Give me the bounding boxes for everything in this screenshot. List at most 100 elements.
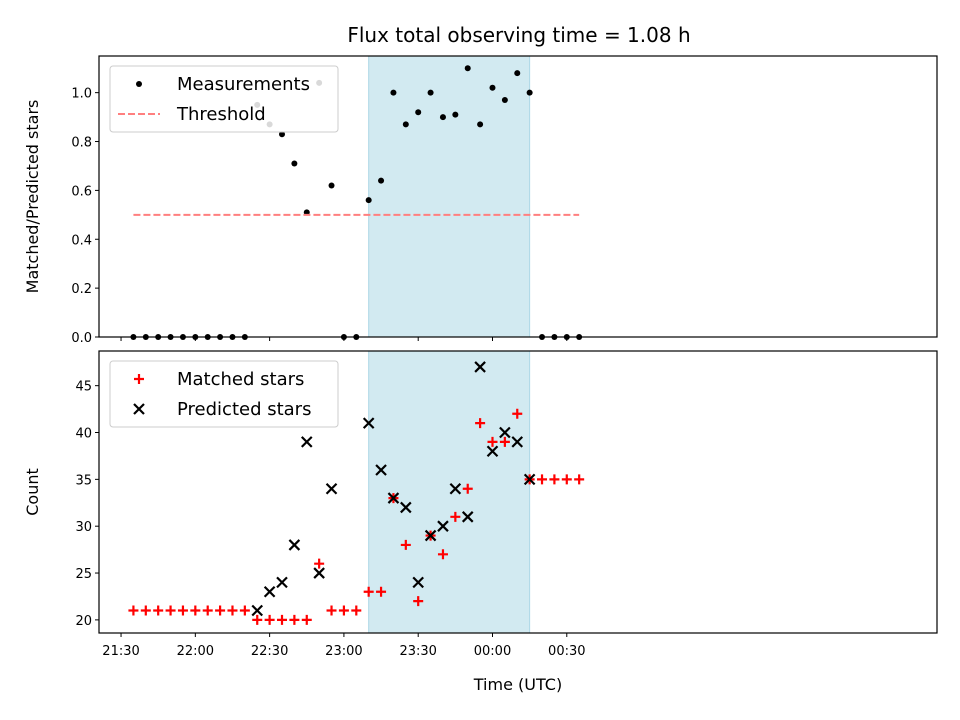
predicted-star-point [300,436,313,448]
matched-star-point [326,605,337,616]
y-tick-label: 20 [75,614,92,629]
legend-predicted-swatch [133,403,145,415]
x-tick: 00:00 [474,633,511,659]
predicted-star-point [499,426,511,439]
matched-star-point [252,614,263,625]
top-panel: 0.0 0.2 0.4 0.6 0.8 1.0 Matched/Predicted sta… [23,55,938,346]
x-tick: 21:30 [102,633,140,659]
predicted-star-point [486,445,499,458]
bottom-panel-marks [128,361,585,625]
y-tick: 45 [75,380,99,395]
y-tick-label: 25 [75,567,92,582]
measurement-point [279,131,286,138]
matched-star-point [487,436,498,447]
top-panel-shaded-region [368,55,531,338]
predicted-star-point [461,511,474,523]
measurement-point [501,96,508,103]
bottom-panel-frame [98,350,938,634]
predicted-star-point [288,539,301,551]
matched-star-point [277,614,288,625]
bottom-panel-x-ticks: 21:30 22:00 22:30 23:00 23:30 00:00 00:30 [102,633,586,659]
matched-star-point [574,474,585,485]
matched-star-point [227,605,238,616]
x-tick: 22:30 [251,633,288,659]
legend-label: Predicted stars [177,399,311,420]
x-tick-label: 23:30 [399,644,436,659]
y-tick-label: 45 [75,380,92,395]
top-panel-frame [98,55,938,338]
observing-window [368,350,531,634]
legend-label: Threshold [176,104,266,125]
matched-star-point [475,418,486,429]
y-tick-label: 35 [75,473,92,488]
matched-star-point [165,605,176,616]
measurement-point [514,70,521,77]
predicted-star-point [449,482,462,495]
predicted-star-point [263,585,276,598]
x-tick-label: 22:30 [251,644,288,659]
predicted-star-point [313,567,325,579]
measurement-point [427,89,434,96]
matched-star-point [338,605,349,616]
y-tick-label: 1.0 [71,87,92,102]
matched-star-point [499,436,510,447]
legend-box [109,65,339,133]
matched-star-point [190,605,201,616]
x-tick-label: 00:30 [548,644,585,659]
measurement-point [291,160,298,167]
y-tick-label: 30 [75,520,92,535]
matched-star-point [549,474,560,485]
matched-star-point [561,474,572,485]
x-tick-label: 21:30 [102,644,139,659]
x-tick-label: 00:00 [474,644,511,659]
matched-star-point [202,605,213,616]
observing-window [368,55,531,338]
y-tick: 35 [75,473,99,488]
measurement-point [439,114,446,121]
matched-star-point [462,483,473,494]
y-tick-label: 0.6 [71,184,92,199]
bottom-panel-legend: Matched stars Predicted stars [109,360,339,428]
measurement-point [477,121,484,128]
measurement-point [452,111,459,118]
predicted-star-point [400,501,412,514]
predicted-star-point [362,417,375,429]
legend-matched-swatch [134,374,144,384]
predicted-star-point [523,473,536,486]
measurement-point [402,121,409,128]
matched-star-point [301,614,312,625]
matched-star-point [140,605,151,616]
matched-star-point [437,549,448,560]
predicted-star-point [424,529,437,542]
bottom-panel: 20 25 30 35 40 45 21:30 22:00 22:30 23:00 23:30 00… [23,350,938,694]
top-panel-y-axis-label: Matched/Predicted stars [23,100,42,294]
matched-star-point [351,605,362,616]
legend-box [109,360,339,428]
predicted-star-point [325,482,338,495]
y-tick: 0.0 [71,331,99,346]
matched-star-point [314,558,325,569]
chart-title: Flux total observing time = 1.08 h [347,23,690,47]
matched-star-point [215,605,226,616]
y-tick: 0.6 [71,184,99,199]
y-tick-label: 0.0 [71,331,92,346]
y-tick: 30 [75,520,99,535]
y-tick: 20 [75,614,99,629]
matched-star-point [264,614,275,625]
bottom-panel-x-axis-label: Time (UTC) [473,675,562,694]
y-tick: 1.0 [71,87,99,102]
measurement-point [489,84,496,91]
x-tick-label: 22:00 [177,644,214,659]
bottom-panel-shaded-region [368,350,531,634]
legend-label: Measurements [177,74,310,95]
matched-star-point [289,614,300,625]
y-tick: 0.8 [71,136,99,151]
matched-star-point [400,539,411,550]
predicted-star-point [412,576,424,589]
matched-star-point [153,605,164,616]
predicted-star-point [474,361,486,373]
y-tick: 25 [75,567,99,582]
predicted-star-point [375,464,387,476]
legend-measurement-swatch [136,81,142,87]
